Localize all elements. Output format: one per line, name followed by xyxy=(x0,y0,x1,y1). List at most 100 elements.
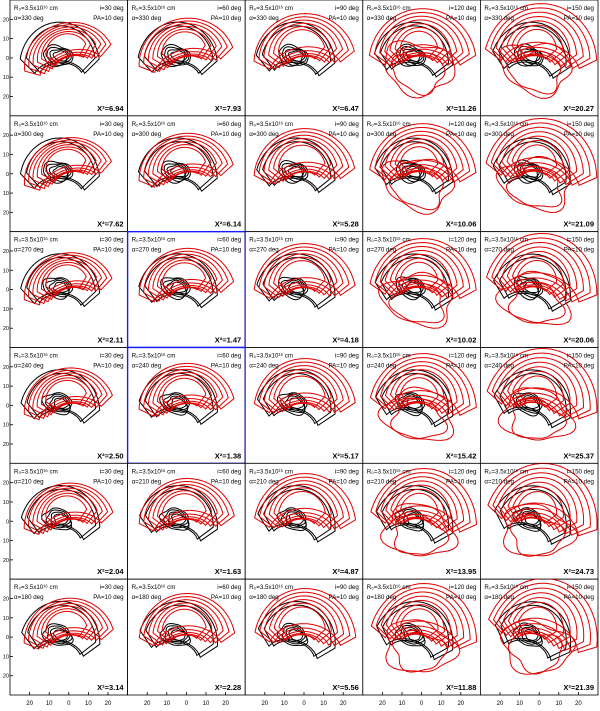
model-contour xyxy=(45,379,87,410)
model-contour xyxy=(400,377,439,407)
model-contour xyxy=(258,361,350,414)
x-tick-label: 0 xyxy=(538,701,542,707)
model-contour xyxy=(161,31,206,63)
radius-label: R₀=3.5x10¹⁶ cm xyxy=(367,121,411,128)
observed-contour xyxy=(288,513,304,525)
model-contour xyxy=(512,370,564,412)
model-contour-outer xyxy=(507,631,563,675)
model-contour xyxy=(253,358,356,414)
model-contour xyxy=(143,481,230,532)
model-contour xyxy=(143,135,229,187)
model-contour xyxy=(28,139,107,190)
y-tick-label: 20 xyxy=(3,95,9,101)
model-contour xyxy=(23,137,113,191)
y-tick-label: 20 xyxy=(3,326,9,332)
pa-label: PA=10 deg xyxy=(211,247,242,254)
model-contour-outer xyxy=(385,619,461,673)
alpha-label: α=330 deg xyxy=(249,15,279,22)
model-contour-outer xyxy=(495,270,572,326)
model-contour xyxy=(263,249,344,299)
model-contour xyxy=(143,365,229,417)
observed-contour xyxy=(263,488,332,541)
model-contour xyxy=(147,599,224,646)
x-tick-label: 0 xyxy=(420,701,424,707)
model-contour xyxy=(496,357,585,419)
observed-contour xyxy=(381,604,450,658)
contour-layer xyxy=(254,588,357,660)
panel: R₀=3.5x10¹⁶ cm i=150 deg α=180 deg PA=10 de… xyxy=(479,578,599,707)
model-contour xyxy=(253,128,356,185)
observed-contour xyxy=(164,625,190,645)
observed-contour xyxy=(170,281,187,293)
observed-contour xyxy=(516,508,542,529)
pa-label: PA=10 deg xyxy=(328,247,359,254)
inclination-label: i=120 deg xyxy=(449,468,477,475)
radius-label: R₀=3.5x10¹⁶ cm xyxy=(14,121,58,128)
y-tick-label: 10 xyxy=(3,37,9,43)
observed-contour xyxy=(46,46,72,67)
observed-contour xyxy=(158,507,190,531)
chi2-label: X²=1.38 xyxy=(215,451,241,460)
chi2-label: X²=6.94 xyxy=(97,104,124,113)
model-contour xyxy=(45,495,88,526)
model-contour-outer xyxy=(495,156,571,214)
model-contour xyxy=(45,148,87,179)
x-tick-label: 20 xyxy=(105,701,112,707)
model-contour xyxy=(516,28,558,60)
contour-layer xyxy=(253,358,356,427)
model-contour xyxy=(511,140,564,179)
alpha-label: α=330 deg xyxy=(132,15,162,22)
alpha-label: α=240 deg xyxy=(132,363,162,370)
contour-layer xyxy=(138,478,235,542)
pa-label: PA=10 deg xyxy=(211,15,242,22)
chi2-label: X²=4.18 xyxy=(332,336,358,345)
model-contour xyxy=(45,264,87,295)
model-contour xyxy=(277,29,326,63)
contour-layer xyxy=(138,362,235,426)
inclination-label: i=150 deg xyxy=(567,468,595,475)
x-tick-label: 10 xyxy=(399,701,406,707)
pa-label: PA=10 deg xyxy=(446,15,477,22)
observed-contour xyxy=(519,279,540,296)
radius-label: R₀=3.5x10¹⁶ cm xyxy=(132,353,176,360)
model-contour xyxy=(28,485,109,535)
y-tick-label: 20 xyxy=(3,249,9,255)
inclination-label: i=30 deg xyxy=(100,237,124,244)
model-contour xyxy=(147,253,223,301)
model-contour-outer xyxy=(393,513,450,555)
x-tick-label: 20 xyxy=(575,701,582,707)
observed-contour xyxy=(520,511,541,527)
model-contour xyxy=(512,601,564,644)
y-tick-label: 20 xyxy=(3,133,9,139)
observed-contour xyxy=(52,281,69,293)
alpha-label: α=300 deg xyxy=(484,131,514,138)
inclination-label: i=30 deg xyxy=(100,584,124,591)
y-tick-label: 10 xyxy=(3,152,9,158)
model-contour xyxy=(143,596,230,647)
inclination-label: i=60 deg xyxy=(217,121,241,128)
alpha-label: α=210 deg xyxy=(14,478,44,485)
model-contour xyxy=(138,17,234,74)
model-contour xyxy=(263,365,344,414)
model-contour xyxy=(369,238,477,300)
radius-label: R₀=3.5x10¹⁶ cm xyxy=(249,353,293,360)
observed-contour xyxy=(166,279,187,295)
model-contour xyxy=(501,246,578,301)
panel: R₀=3.5x10¹⁶ cm i=90 deg α=300 deg PA=10 deg… xyxy=(244,115,364,233)
contour-layer xyxy=(369,123,477,215)
contour-layer xyxy=(137,132,234,192)
chi2-label: X²=5.56 xyxy=(332,683,358,692)
model-contour xyxy=(268,22,338,67)
model-contour xyxy=(394,257,445,294)
model-contour xyxy=(41,377,93,413)
observed-contour xyxy=(283,279,305,296)
model-contour xyxy=(399,261,439,291)
model-contour xyxy=(41,31,92,67)
model-contour xyxy=(370,467,477,533)
y-tick-label: 20 xyxy=(3,365,9,371)
model-contour xyxy=(143,20,228,72)
alpha-label: α=210 deg xyxy=(367,478,397,485)
pa-label: PA=10 deg xyxy=(564,131,595,138)
inclination-label: i=150 deg xyxy=(567,584,595,591)
model-contour xyxy=(32,141,102,188)
